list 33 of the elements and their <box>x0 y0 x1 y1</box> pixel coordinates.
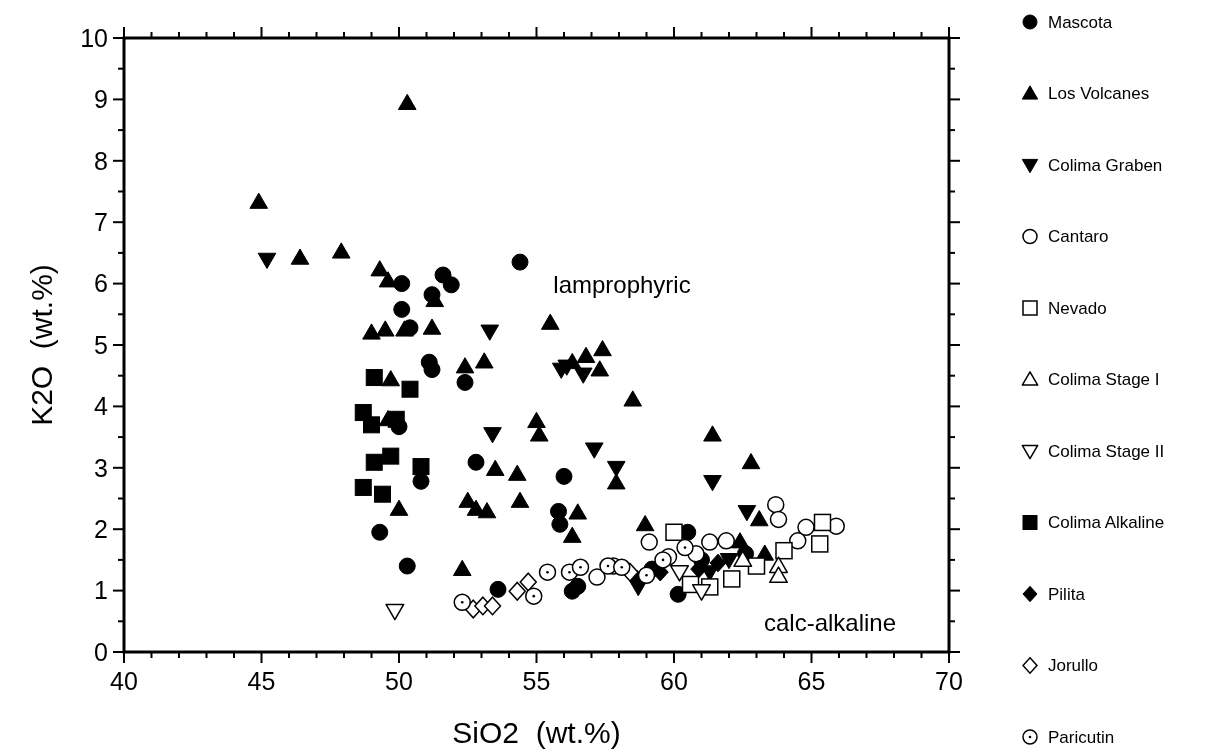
legend-label: Cantaro <box>1048 227 1109 247</box>
y-tick-label: 8 <box>94 146 108 175</box>
annotation: calc-alkaline <box>763 609 897 637</box>
y-tick-label: 9 <box>94 85 108 114</box>
legend-label: Colima Stage I <box>1048 370 1160 390</box>
legend-label: Colima Alkaline <box>1048 513 1165 533</box>
x-tick-label: 70 <box>935 667 963 695</box>
x-tick-label: 55 <box>522 667 551 695</box>
legend-label: Nevado <box>1048 298 1107 318</box>
legend-label: Paricutin <box>1048 727 1115 747</box>
y-tick-label: 5 <box>94 330 108 359</box>
x-tick-label: 50 <box>385 667 413 695</box>
legend-label: Jorullo <box>1048 656 1099 676</box>
legend-label: Los Volcanes <box>1048 84 1150 104</box>
y-tick-label: 10 <box>80 23 108 52</box>
annotation: lamprophyric <box>553 271 691 299</box>
y-tick-label: 0 <box>94 637 108 666</box>
x-axis-title: SiO2 (wt.%) <box>452 716 621 749</box>
y-tick-label: 3 <box>94 453 108 482</box>
x-tick-label: 65 <box>797 667 826 695</box>
y-tick-label: 1 <box>94 576 108 605</box>
y-tick-label: 2 <box>94 514 108 543</box>
legend-label: Colima Graben <box>1048 155 1163 175</box>
x-tick-label: 40 <box>110 667 138 695</box>
legend-label: Pilita <box>1048 584 1086 604</box>
legend-label: Mascota <box>1048 12 1113 32</box>
y-tick-label: 4 <box>94 392 109 421</box>
legend-label: Colima Stage II <box>1048 441 1165 461</box>
x-tick-label: 45 <box>247 667 276 695</box>
y-tick-label: 6 <box>94 269 108 298</box>
x-tick-label: 60 <box>660 667 688 695</box>
y-axis-title: K2O (wt.%) <box>25 264 58 426</box>
y-tick-label: 7 <box>94 207 108 236</box>
